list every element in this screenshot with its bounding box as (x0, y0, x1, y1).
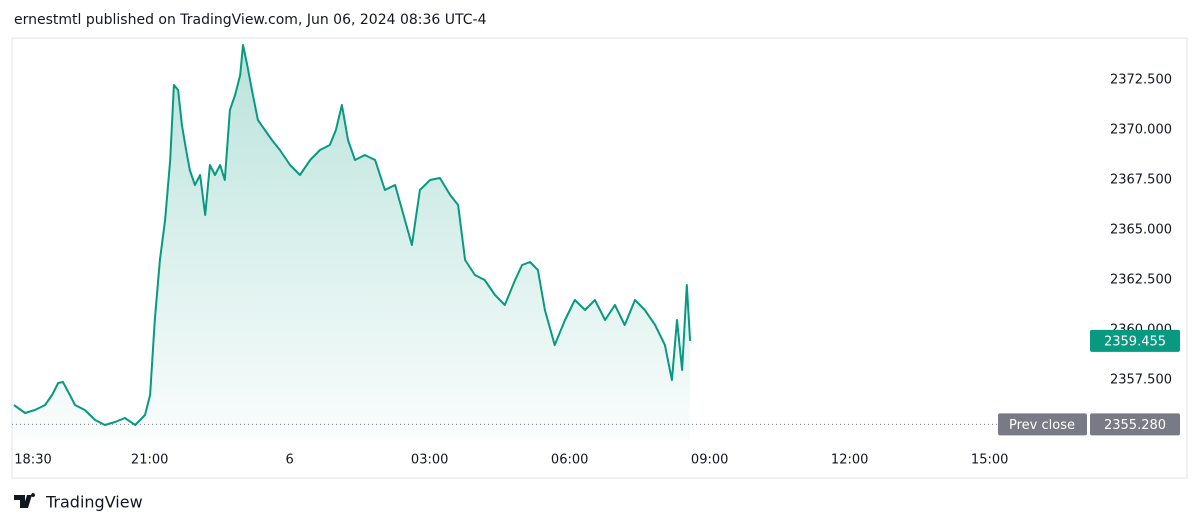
x-tick-label: 18:30 (14, 453, 51, 468)
y-tick-label: 2365.000 (1110, 223, 1172, 238)
prev-close-tag (998, 413, 1087, 436)
y-tick-label: 2372.500 (1110, 73, 1172, 88)
logo (14, 493, 36, 508)
x-tick-label: 09:00 (691, 453, 728, 468)
brand: TradingView (45, 493, 143, 512)
prev-close-badge (1090, 413, 1180, 436)
y-tick-label: 2367.500 (1110, 173, 1172, 188)
x-tick-label: 12:00 (831, 453, 868, 468)
x-tick-label: 21:00 (131, 453, 168, 468)
header: ernestmtl published on TradingView.com, … (14, 12, 487, 28)
price-line (13, 44, 692, 426)
y-tick-label: 2357.500 (1110, 373, 1172, 388)
last-price-label: 2359.455 (1104, 334, 1166, 349)
prev-close-value: 2355.280 (1104, 418, 1166, 433)
y-tick-label: 2370.000 (1110, 123, 1172, 138)
frame (11, 37, 1188, 479)
x-tick-label: 15:00 (971, 453, 1008, 468)
prev-close-name: Prev close (1009, 418, 1075, 433)
last-price-badge (1090, 329, 1180, 352)
x-tick-label: 6 (286, 453, 294, 468)
x-tick-label: 06:00 (551, 453, 588, 468)
area-fill (13, 45, 691, 440)
y-tick-label: 2362.500 (1110, 273, 1172, 288)
x-tick-label: 03:00 (411, 453, 448, 468)
